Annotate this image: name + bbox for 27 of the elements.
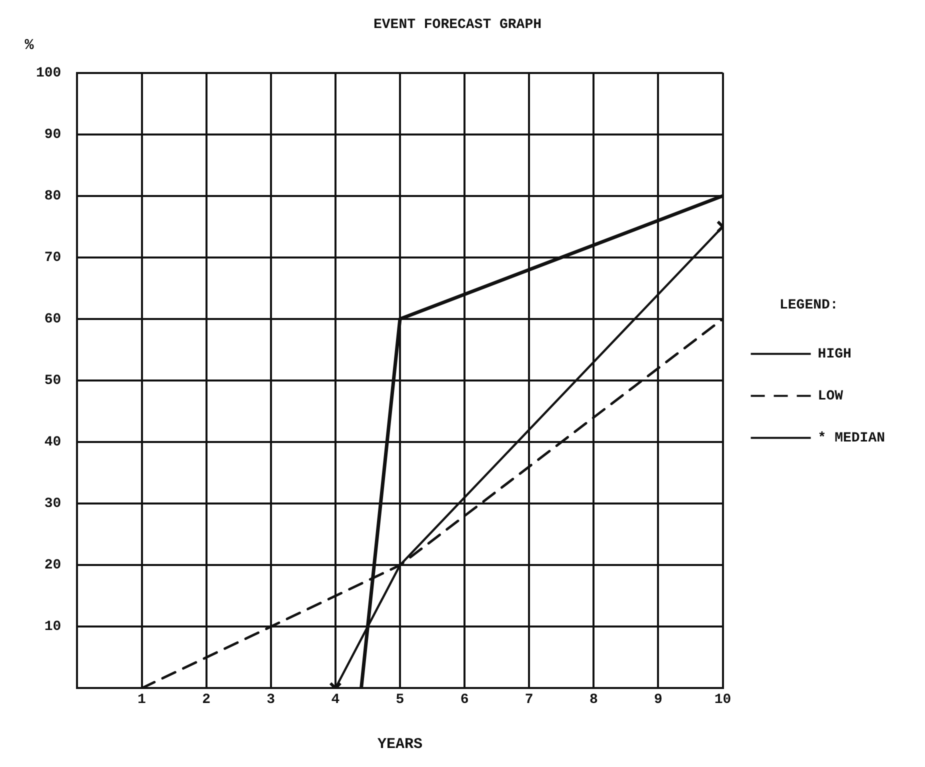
y-tick-label: 60: [44, 311, 62, 328]
x-tick-label: 2: [202, 692, 211, 708]
y-tick-label: 80: [44, 188, 62, 204]
x-tick-label: 9: [654, 692, 662, 708]
x-tick-label: 3: [266, 692, 276, 708]
y-tick-label: 10: [44, 619, 62, 636]
legend-title: LEGEND:: [779, 298, 838, 314]
y-tick-label: 50: [44, 373, 62, 390]
x-tick-label: 7: [524, 692, 534, 708]
y-tick-label: 70: [44, 250, 62, 266]
y-axis-title: %: [24, 37, 35, 54]
x-axis-title: YEARS: [377, 736, 423, 753]
legend-label: HIGH: [818, 346, 852, 362]
y-tick-label: 100: [36, 65, 62, 82]
x-tick-label: 1: [138, 692, 146, 708]
x-tick-label: 6: [460, 692, 469, 708]
y-tick-label: 40: [44, 434, 62, 451]
x-tick-label: 10: [714, 692, 732, 708]
x-tick-label: 4: [331, 692, 340, 708]
y-tick-label: 30: [44, 496, 62, 512]
y-tick-label: 20: [44, 558, 62, 574]
x-tick-label: 5: [396, 692, 404, 708]
x-tick-label: 8: [589, 692, 598, 708]
chart-title: EVENT FORECAST GRAPH: [373, 16, 542, 33]
legend-label: * MEDIAN: [818, 430, 886, 446]
legend-label: LOW: [818, 388, 844, 404]
y-tick-label: 90: [44, 126, 62, 143]
